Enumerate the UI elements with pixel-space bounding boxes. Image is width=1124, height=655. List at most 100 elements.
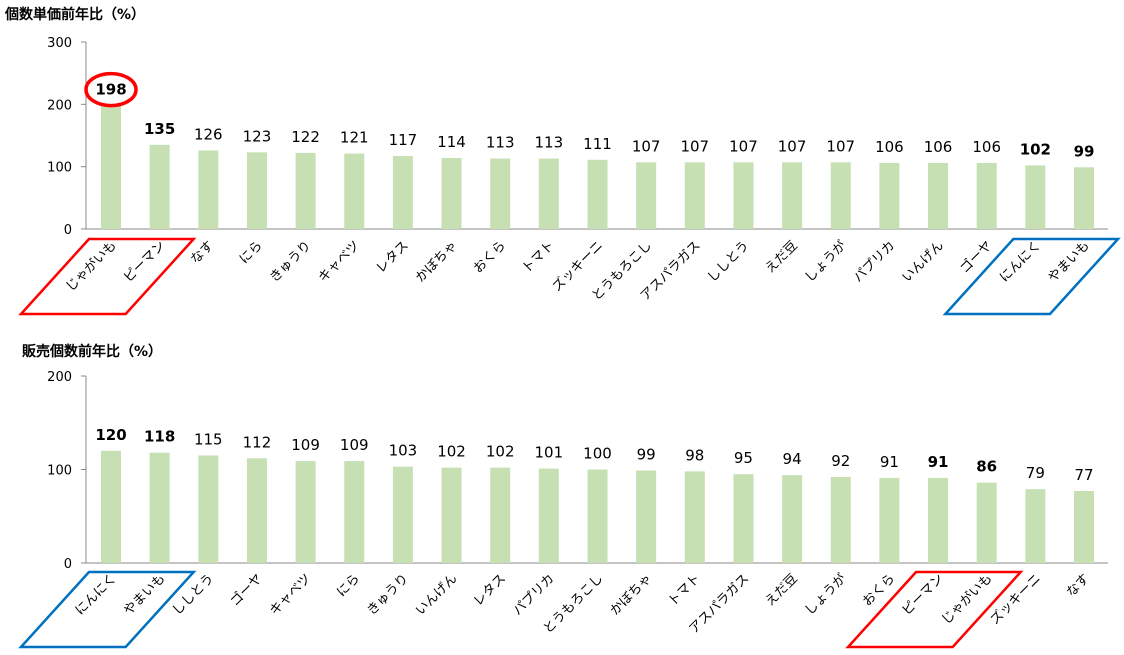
bar (782, 162, 803, 229)
category-label: やまいも (1045, 238, 1092, 285)
data-label: 99 (637, 445, 656, 463)
data-label: 121 (340, 129, 369, 147)
bar (392, 466, 413, 563)
highlight-box-red (845, 570, 1024, 649)
data-label: 100 (583, 445, 612, 463)
bar (538, 468, 559, 563)
category-label: にんにく (997, 238, 1044, 285)
y-tick-label: 200 (47, 98, 72, 113)
highlight-box-red (18, 237, 197, 316)
data-label: 114 (437, 133, 466, 151)
category-label: かぼちゃ (413, 238, 460, 285)
category-label: おくら (471, 238, 509, 276)
data-label: 107 (680, 137, 709, 155)
data-label: 106 (875, 138, 904, 156)
category-label: ししとう (170, 571, 217, 618)
data-label: 107 (778, 137, 807, 155)
data-label: 198 (95, 81, 126, 99)
bar (490, 467, 511, 563)
bar (441, 157, 462, 229)
data-label: 107 (826, 137, 855, 155)
bar (101, 450, 121, 563)
data-label: 99 (1074, 142, 1095, 160)
data-label: 103 (389, 442, 418, 460)
category-label: トマト (665, 571, 703, 609)
bar (733, 474, 754, 563)
bar (344, 461, 365, 563)
data-label: 113 (486, 134, 515, 152)
bar (976, 482, 997, 563)
highlight-box-blue (18, 570, 197, 649)
bar (928, 477, 949, 563)
chart-title: 個数単価前年比（%） (4, 6, 145, 23)
data-label: 91 (880, 453, 899, 471)
category-label: じゃがいも (939, 571, 996, 628)
category-label: えだ豆 (763, 238, 801, 276)
bar (587, 159, 608, 229)
bar (1025, 489, 1046, 563)
y-tick-label: 100 (47, 464, 72, 479)
data-label: 101 (535, 444, 564, 462)
category-label: かぼちゃ (608, 571, 655, 618)
category-label: にら (334, 571, 363, 600)
data-label: 94 (783, 450, 802, 468)
category-label: にんにく (73, 571, 120, 618)
category-label: キャベツ (316, 238, 363, 285)
data-label: 98 (685, 446, 704, 464)
highlight-circle (84, 71, 138, 108)
data-label: 102 (1020, 140, 1051, 158)
data-label: 86 (976, 458, 997, 476)
bar (198, 455, 219, 563)
bar (636, 162, 657, 229)
category-label: えだ豆 (763, 571, 801, 609)
category-label: にら (237, 238, 266, 267)
data-label: 106 (924, 138, 953, 156)
data-label: 109 (340, 436, 369, 454)
category-label: きゅうり (364, 571, 411, 618)
data-label: 112 (243, 433, 272, 451)
bar (733, 162, 754, 229)
bar (392, 156, 413, 229)
bar (490, 158, 511, 229)
bar (587, 469, 608, 563)
category-label: トマト (519, 238, 557, 276)
data-label: 106 (972, 138, 1001, 156)
category-label: ピーマン (121, 238, 168, 285)
category-label: なす (188, 238, 217, 267)
data-label: 122 (291, 128, 320, 146)
bar (149, 144, 170, 229)
bar (246, 152, 267, 229)
data-label: 79 (1026, 464, 1045, 482)
category-label: いんげん (899, 238, 946, 285)
bar (636, 470, 657, 563)
category-label: ゴーヤ (957, 238, 996, 277)
bar (928, 162, 949, 229)
bar (684, 471, 705, 563)
data-label: 107 (632, 137, 661, 155)
bar (830, 476, 851, 563)
y-tick-label: 200 (47, 370, 72, 385)
bar (1025, 165, 1046, 229)
bar (684, 162, 705, 229)
bar (538, 158, 559, 229)
category-label: キャベツ (267, 571, 314, 618)
category-label: しょうが (802, 238, 849, 285)
category-label: いんげん (413, 571, 460, 618)
bar (344, 153, 365, 229)
data-label: 126 (194, 125, 223, 143)
data-label: 113 (535, 134, 564, 152)
category-label: ししとう (705, 238, 752, 285)
highlight-box-blue (942, 237, 1121, 316)
bar (879, 162, 900, 229)
bar (441, 467, 462, 563)
category-label: レタス (471, 571, 509, 609)
category-label: やまいも (121, 571, 168, 618)
category-label: なす (1064, 571, 1093, 600)
category-label: しょうが (802, 571, 849, 618)
data-label: 118 (144, 428, 175, 446)
y-tick-label: 0 (64, 223, 72, 238)
data-label: 102 (437, 443, 466, 461)
category-label: ピーマン (899, 571, 946, 618)
data-label: 91 (928, 453, 949, 471)
